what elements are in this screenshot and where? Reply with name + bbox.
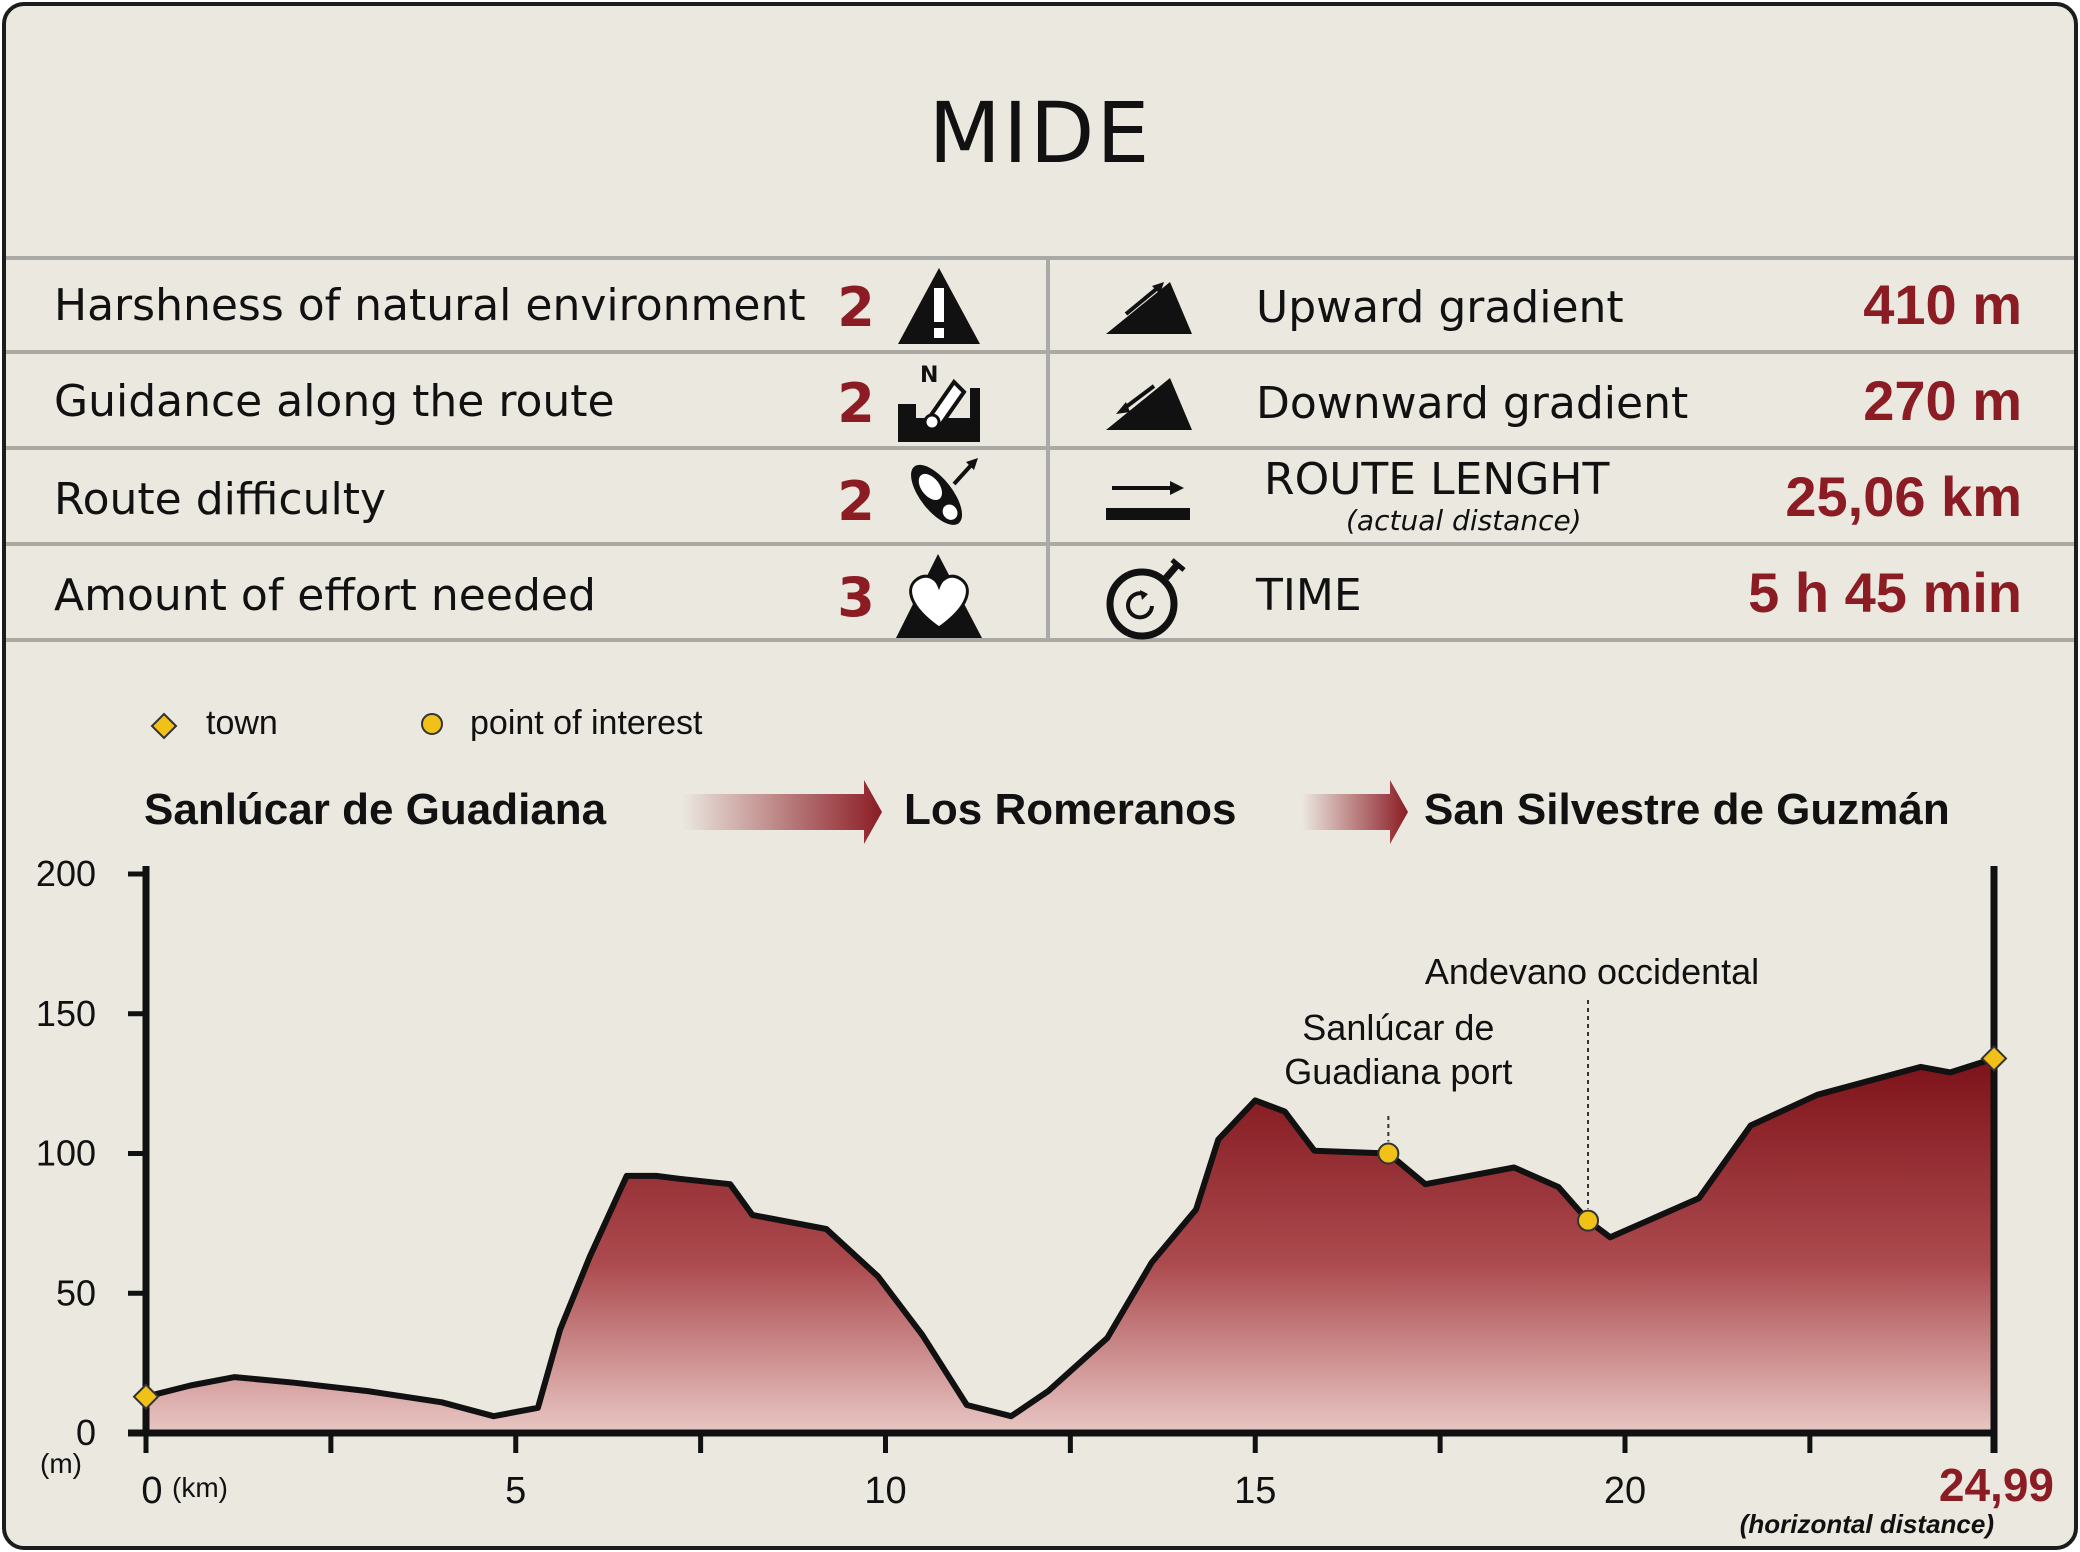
poi-label: Andevano occidental xyxy=(1425,951,1759,992)
end-distance-label: 24,99 xyxy=(1939,1459,2054,1511)
downward-gradient-icon xyxy=(1106,378,1192,430)
route-end: San Silvestre de Guzmán xyxy=(1424,785,1950,834)
x-tick-label: 5 xyxy=(505,1470,526,1512)
divider xyxy=(6,446,2074,450)
time-label: TIME xyxy=(1256,570,1362,621)
town-marker xyxy=(1980,1045,2008,1072)
route-start: Sanlúcar de Guadiana xyxy=(144,785,607,834)
upward-gradient-label: Upward gradient xyxy=(1256,282,1624,333)
legend-town-label: town xyxy=(206,704,278,742)
guidance-label: Guidance along the route xyxy=(54,376,615,427)
heart-mountain-icon xyxy=(896,554,982,638)
x-tick-label: 10 xyxy=(864,1470,906,1512)
route-middle: Los Romeranos xyxy=(904,785,1237,834)
legend-town-marker xyxy=(150,712,178,740)
stopwatch-icon xyxy=(1106,558,1186,640)
y-tick-label: 100 xyxy=(36,1133,96,1174)
elevation-chart: town point of interest Sanlúcar de Guadi… xyxy=(36,704,2054,1539)
poi-label: Guadiana port xyxy=(1284,1051,1512,1092)
route-length-label: ROUTE LENGHT xyxy=(1264,454,1610,505)
elevation-line xyxy=(145,1055,1995,1420)
compass-map-icon: N xyxy=(898,363,980,442)
y-tick-label: 150 xyxy=(36,993,96,1034)
y-tick-label: 200 xyxy=(36,853,96,894)
divider xyxy=(6,542,2074,546)
effort-label: Amount of effort needed xyxy=(54,570,596,621)
legend-poi-marker xyxy=(421,713,443,735)
footprint-icon xyxy=(911,458,978,525)
column-divider xyxy=(1046,256,1050,642)
harshness-score: 2 xyxy=(837,276,875,339)
downward-gradient-value: 270 m xyxy=(1863,369,2022,432)
x-axis-unit: (km) xyxy=(172,1472,228,1503)
poi-label: Sanlúcar de xyxy=(1302,1007,1494,1048)
y-tick-label: 0 xyxy=(76,1412,96,1453)
time-value: 5 h 45 min xyxy=(1748,561,2022,624)
x-tick-label: 20 xyxy=(1604,1470,1646,1512)
route-length-value: 25,06 km xyxy=(1785,465,2022,528)
upward-gradient-value: 410 m xyxy=(1863,273,2022,336)
y-axis-unit: (m) xyxy=(40,1448,82,1479)
svg-text:N: N xyxy=(920,363,938,388)
route-arrow xyxy=(1302,780,1408,844)
harshness-label: Harshness of natural environment xyxy=(54,280,806,331)
divider xyxy=(6,638,2074,642)
route-arrow xyxy=(682,780,882,844)
divider xyxy=(6,256,2074,260)
warning-triangle-icon xyxy=(898,268,980,344)
poi-marker xyxy=(1377,1142,1400,1165)
x-tick-label: 15 xyxy=(1234,1470,1276,1512)
guidance-score: 2 xyxy=(837,372,875,435)
legend-poi-label: point of interest xyxy=(470,704,703,742)
upward-gradient-icon xyxy=(1106,282,1192,334)
route-difficulty-label: Route difficulty xyxy=(54,474,386,525)
divider xyxy=(6,350,2074,354)
route-length-sublabel: (actual distance) xyxy=(1346,504,1582,537)
mide-table: Harshness of natural environment 2 Upwar… xyxy=(6,256,2074,642)
route-difficulty-score: 2 xyxy=(837,470,875,533)
elevation-area xyxy=(146,1058,1994,1433)
route-length-icon xyxy=(1106,481,1190,520)
effort-score: 3 xyxy=(837,566,875,629)
y-tick-label: 50 xyxy=(56,1272,96,1313)
downward-gradient-label: Downward gradient xyxy=(1256,378,1689,429)
town-marker xyxy=(132,1383,160,1411)
poi-marker xyxy=(1577,1209,1600,1232)
x-tick-label: 0 xyxy=(141,1470,162,1512)
page-title: MIDE xyxy=(928,84,1152,182)
end-distance-note: (horizontal distance) xyxy=(1740,1509,1994,1539)
